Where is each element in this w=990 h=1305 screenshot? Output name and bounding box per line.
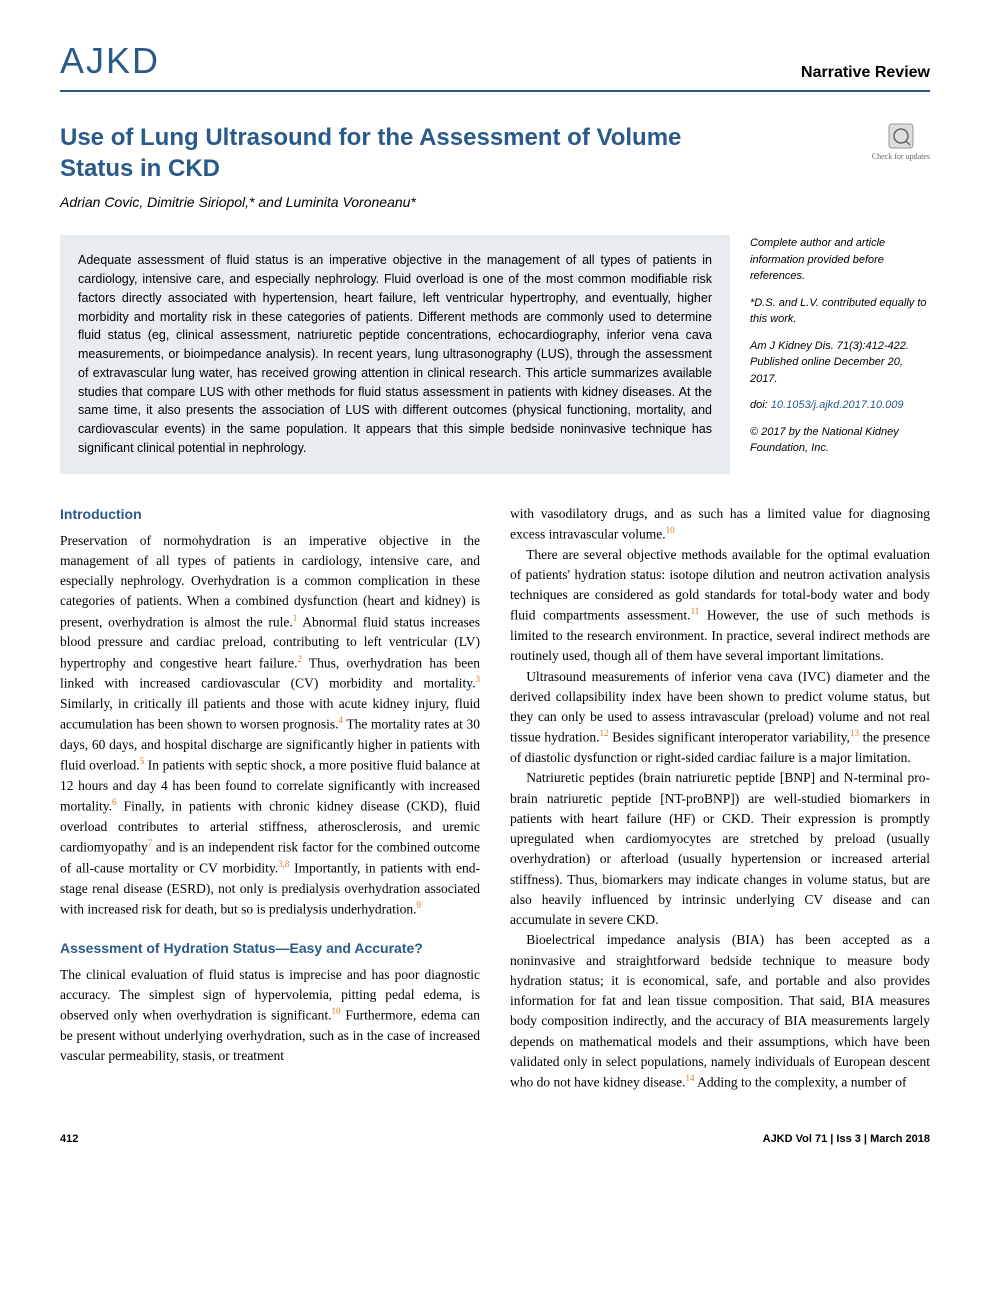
intro-paragraph: Preservation of normohydration is an imp… [60,531,480,920]
journal-logo: AJKD [60,40,160,82]
body-paragraph: Ultrasound measurements of inferior vena… [510,667,930,769]
body-paragraph: There are several objective methods avai… [510,545,930,667]
body-columns: Introduction Preservation of normohydrat… [60,504,930,1093]
sidebar-contribution-note: *D.S. and L.V. contributed equally to th… [750,295,930,328]
ref-link[interactable]: 9 [417,900,422,910]
title-row: Use of Lung Ultrasound for the Assessmen… [60,122,930,184]
check-updates-icon [887,122,915,150]
sidebar-copyright: © 2017 by the National Kidney Foundation… [750,424,930,457]
abstract-box: Adequate assessment of fluid status is a… [60,235,730,473]
page-number: 412 [60,1133,78,1145]
assessment-paragraph: The clinical evaluation of fluid status … [60,965,480,1067]
article-info-sidebar: Complete author and article information … [750,235,930,473]
column-left: Introduction Preservation of normohydrat… [60,504,480,1093]
body-paragraph: Bioelectrical impedance analysis (BIA) h… [510,930,930,1093]
ref-link[interactable]: 11 [691,606,700,616]
sidebar-citation: Am J Kidney Dis. 71(3):412-422. Publishe… [750,338,930,388]
doi-link[interactable]: 10.1053/j.ajkd.2017.10.009 [771,399,904,411]
check-updates-badge[interactable]: Check for updates [872,122,930,161]
page-footer: 412 AJKD Vol 71 | Iss 3 | March 2018 [60,1133,930,1145]
footer-citation: AJKD Vol 71 | Iss 3 | March 2018 [763,1133,930,1145]
abstract-row: Adequate assessment of fluid status is a… [60,235,930,473]
article-type-label: Narrative Review [801,64,930,82]
ref-link[interactable]: 3,8 [278,859,289,869]
page-header: AJKD Narrative Review [60,40,930,92]
check-updates-label: Check for updates [872,152,930,161]
sidebar-doi: doi: 10.1053/j.ajkd.2017.10.009 [750,397,930,414]
article-title: Use of Lung Ultrasound for the Assessmen… [60,122,760,184]
ref-link[interactable]: 13 [850,728,859,738]
body-paragraph: Natriuretic peptides (brain natriuretic … [510,768,930,930]
ref-link[interactable]: 12 [600,728,609,738]
page-container: AJKD Narrative Review Use of Lung Ultras… [0,0,990,1185]
section-heading-introduction: Introduction [60,504,480,525]
column-right: with vasodilatory drugs, and as such has… [510,504,930,1093]
ref-link[interactable]: 10 [332,1006,341,1016]
body-paragraph: with vasodilatory drugs, and as such has… [510,504,930,545]
ref-link[interactable]: 3 [476,674,481,684]
ref-link[interactable]: 10 [666,525,675,535]
authors-line: Adrian Covic, Dimitrie Siriopol,* and Lu… [60,194,930,210]
section-heading-assessment: Assessment of Hydration Status—Easy and … [60,938,480,959]
sidebar-author-note: Complete author and article information … [750,235,930,285]
